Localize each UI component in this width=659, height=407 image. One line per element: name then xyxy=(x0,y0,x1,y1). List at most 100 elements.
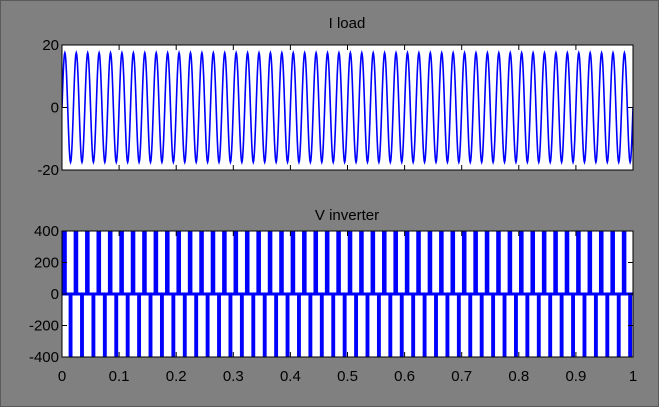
pwm-pulse xyxy=(427,231,433,294)
pwm-pulse xyxy=(571,294,575,357)
pwm-pulse xyxy=(239,294,244,357)
pwm-pulse xyxy=(422,294,427,357)
pwm-pulse xyxy=(564,231,570,294)
pwm-pulse xyxy=(96,231,102,294)
pwm-pulse xyxy=(359,231,364,294)
pwm-pulse xyxy=(73,231,79,294)
x-tick-label: 1 xyxy=(629,368,637,385)
series-line xyxy=(62,49,633,166)
pwm-pulse xyxy=(182,294,187,357)
pwm-pulse xyxy=(91,294,96,357)
pwm-pulse xyxy=(610,231,615,294)
pwm-pulse xyxy=(502,294,507,357)
pwm-pulse xyxy=(450,231,456,294)
x-tick-label: 0.1 xyxy=(109,368,130,385)
pwm-pulse xyxy=(319,294,324,357)
pwm-pulse xyxy=(165,231,170,294)
pwm-pulse xyxy=(130,231,136,294)
pwm-pulse xyxy=(153,231,159,294)
pwm-pulse xyxy=(125,294,130,357)
pwm-pulse xyxy=(365,294,370,357)
pwm-pulse xyxy=(285,294,290,357)
pwm-pulse xyxy=(290,231,296,294)
pwm-pulse xyxy=(331,294,336,357)
x-tick-label: 0 xyxy=(58,368,66,385)
pwm-pulse xyxy=(251,294,256,357)
pwm-pulse xyxy=(582,294,587,357)
pwm-pulse xyxy=(262,294,267,357)
pwm-pulse xyxy=(222,231,227,294)
pwm-pulse xyxy=(507,231,513,294)
pwm-pulse xyxy=(176,231,181,294)
pwm-pulse xyxy=(393,231,398,294)
pwm-pulse xyxy=(274,294,279,357)
pwm-pulse xyxy=(85,231,90,294)
pwm-pulse xyxy=(519,231,524,294)
x-tick-label: 0.8 xyxy=(508,368,529,385)
x-tick-label: 0.9 xyxy=(565,368,586,385)
pwm-pulse xyxy=(142,231,147,294)
pwm-pulse xyxy=(605,294,610,357)
pwm-pulse xyxy=(217,294,221,357)
pwm-pulse xyxy=(80,294,84,357)
pwm-pulse xyxy=(525,294,530,357)
pwm-pulse xyxy=(445,294,450,357)
pwm-pulse xyxy=(541,231,547,294)
pwm-pulse xyxy=(233,231,239,294)
pwm-pulse xyxy=(370,231,376,294)
chart-title: I load xyxy=(329,15,366,32)
pwm-pulse xyxy=(308,294,313,357)
pwm-pulse xyxy=(68,294,73,357)
pwm-pulse xyxy=(244,231,250,294)
pwm-pulse xyxy=(491,294,496,357)
pwm-pulse xyxy=(148,294,153,357)
pwm-pulse xyxy=(404,231,410,294)
pwm-pulse xyxy=(194,294,199,357)
pwm-pulse xyxy=(530,231,536,294)
x-tick-label: 0.4 xyxy=(280,368,301,385)
x-tick-label: 0.3 xyxy=(223,368,244,385)
pwm-pulse xyxy=(434,294,438,357)
pwm-pulse xyxy=(411,294,416,357)
pwm-pulse xyxy=(484,231,490,294)
pwm-pulse xyxy=(256,231,261,294)
pwm-pulse xyxy=(228,294,233,357)
pwm-pulse xyxy=(536,294,541,357)
pwm-pulse xyxy=(416,231,421,294)
pwm-pulse xyxy=(324,231,330,294)
pwm-pulse xyxy=(593,294,598,357)
y-tick-label: 0 xyxy=(51,100,59,117)
pwm-pulse xyxy=(496,231,501,294)
pwm-pulse xyxy=(342,294,347,357)
pwm-pulse xyxy=(479,294,484,357)
pwm-pulse xyxy=(119,231,124,294)
x-tick-label: 0.5 xyxy=(337,368,358,385)
pwm-pulse xyxy=(279,231,284,294)
pwm-pulse xyxy=(114,294,119,357)
pwm-pulse xyxy=(598,231,604,294)
pwm-pulse xyxy=(553,231,558,294)
pwm-pulse xyxy=(616,294,621,357)
pwm-pulse xyxy=(514,294,518,357)
chart-i-load: I load -20 0 20 xyxy=(37,15,634,179)
y-tick-label: 400 xyxy=(34,223,59,240)
pwm-pulse xyxy=(456,294,461,357)
y-tick-label: -400 xyxy=(29,349,59,366)
pwm-pulse xyxy=(468,294,473,357)
pwm-pulse xyxy=(313,231,319,294)
y-tick-label: 200 xyxy=(34,255,59,272)
pwm-pulse xyxy=(587,231,593,294)
pwm-pulse xyxy=(439,231,444,294)
x-tick-label: 0.2 xyxy=(166,368,187,385)
pwm-pulse xyxy=(548,294,553,357)
pwm-pulse xyxy=(336,231,341,294)
pwm-pulse xyxy=(171,294,176,357)
pwm-pulse xyxy=(302,231,307,294)
pwm-pulse xyxy=(354,294,359,357)
pwm-pulse xyxy=(137,294,142,357)
pwm-pulse xyxy=(205,294,210,357)
chart-v-inverter: V inverter -400 -200 0 200 400 0 0.1 0.2 0.3 0.4 0… xyxy=(29,207,637,385)
pwm-pulse xyxy=(576,231,581,294)
y-tick-label: -200 xyxy=(29,318,59,335)
